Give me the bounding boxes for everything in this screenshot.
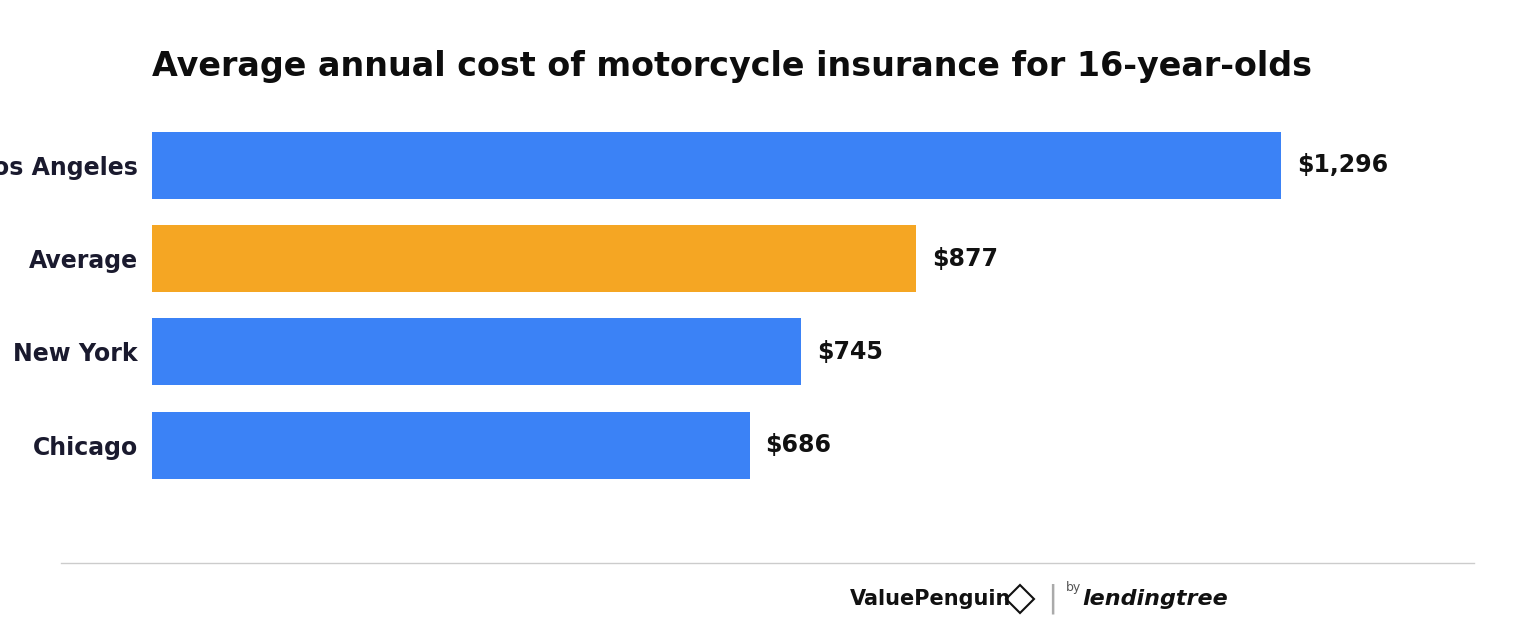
Text: $686: $686 [766,433,831,457]
Bar [152,411,749,479]
Text: Average annual cost of motorcycle insurance for 16-year-olds: Average annual cost of motorcycle insura… [152,50,1312,83]
Bar [152,319,801,385]
Bar [152,132,1281,199]
Text: $1,296: $1,296 [1297,153,1388,177]
Text: ValuePenguin: ValuePenguin [850,589,1011,609]
Text: |: | [1047,584,1056,614]
Text: lendingtree: lendingtree [1082,589,1228,609]
Text: $745: $745 [816,340,883,364]
Text: by: by [1066,581,1081,594]
Bar [152,225,917,292]
Text: $877: $877 [932,247,999,271]
